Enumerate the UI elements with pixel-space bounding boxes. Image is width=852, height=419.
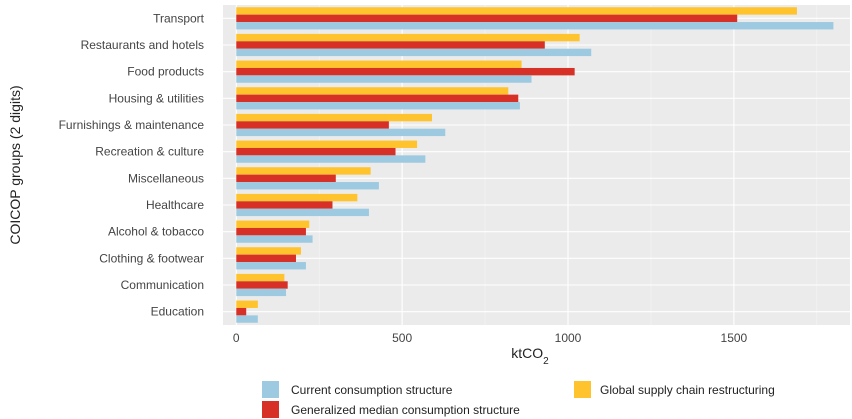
bar-median-healthcare	[236, 201, 333, 209]
bar-current-miscellaneous	[236, 182, 379, 190]
bar-global-education	[236, 300, 258, 308]
bar-current-food-products	[236, 75, 532, 83]
bar-median-recreation-and-culture	[236, 147, 396, 156]
bar-median-transport	[236, 14, 738, 23]
legend-swatch-global	[574, 381, 591, 398]
legend-swatch-median	[262, 401, 279, 418]
bar-median-communication	[236, 281, 288, 289]
y-tick-label-food-products: Food products	[127, 65, 204, 79]
x-tick-label: 1500	[721, 331, 748, 345]
legend-label-current: Current consumption structure	[291, 383, 453, 397]
legend-item-median: Generalized median consumption structure	[262, 401, 520, 418]
bar-median-miscellaneous	[236, 174, 336, 183]
y-tick-labels: Transport Restaurants and hotels Food prod…	[59, 11, 205, 318]
y-tick-label-clothing-and-footwear: Clothing & footwear	[99, 251, 204, 265]
bar-global-recreation-and-culture	[236, 140, 418, 148]
y-tick-label-restaurants-and-hotels: Restaurants and hotels	[81, 38, 204, 52]
bar-median-food-products	[236, 67, 575, 76]
bar-current-transport	[236, 22, 834, 30]
bar-current-furnishings-and-maintenance	[236, 128, 446, 137]
bar-median-restaurants-and-hotels	[236, 41, 545, 49]
bar-current-education	[236, 315, 258, 323]
x-axis-title-subscript: 2	[543, 356, 549, 367]
x-axis-title: ktCO2	[511, 345, 549, 367]
legend-swatch-current	[262, 381, 279, 398]
bar-current-clothing-and-footwear	[236, 262, 306, 270]
bar-global-clothing-and-footwear	[236, 247, 301, 255]
x-tick-label: 0	[233, 331, 240, 345]
y-tick-label-housing-and-utilities: Housing & utilities	[109, 91, 204, 105]
legend-item-global: Global supply chain restructuring	[574, 381, 775, 398]
bar-current-communication	[236, 288, 287, 297]
bar-median-housing-and-utilities	[236, 94, 519, 103]
bar-global-transport	[236, 7, 797, 15]
y-tick-label-communication: Communication	[121, 278, 204, 292]
bar-current-healthcare	[236, 208, 369, 217]
bar-current-housing-and-utilities	[236, 102, 520, 110]
bar-current-restaurants-and-hotels	[236, 48, 592, 57]
x-axis-title-main: ktCO	[511, 345, 543, 361]
y-tick-label-transport: Transport	[153, 11, 205, 25]
bar-median-alcohol-and-tobacco	[236, 227, 306, 236]
plot-panel	[223, 5, 850, 325]
y-tick-label-healthcare: Healthcare	[146, 198, 204, 212]
bar-global-healthcare	[236, 193, 358, 202]
bar-global-furnishings-and-maintenance	[236, 113, 432, 122]
legend-label-median: Generalized median consumption structure	[291, 403, 520, 417]
y-tick-label-miscellaneous: Miscellaneous	[128, 171, 204, 185]
x-tick-label: 1000	[555, 331, 582, 345]
legend-item-current: Current consumption structure	[262, 381, 453, 398]
bar-current-recreation-and-culture	[236, 155, 426, 163]
bars	[236, 7, 834, 323]
y-tick-label-education: Education	[151, 305, 204, 319]
y-tick-label-recreation-and-culture: Recreation & culture	[95, 145, 204, 159]
y-tick-label-alcohol-and-tobacco: Alcohol & tobacco	[108, 225, 204, 239]
bar-global-communication	[236, 273, 285, 282]
y-axis-title: COICOP groups (2 digits)	[7, 85, 23, 244]
bar-median-clothing-and-footwear	[236, 254, 296, 263]
bar-global-alcohol-and-tobacco	[236, 220, 310, 228]
bar-median-furnishings-and-maintenance	[236, 121, 389, 129]
x-tick-labels: 0 500 1000 1500	[233, 331, 748, 345]
bar-global-housing-and-utilities	[236, 87, 509, 95]
x-tick-label: 500	[392, 331, 412, 345]
bar-global-restaurants-and-hotels	[236, 33, 580, 42]
bar-median-education	[236, 307, 247, 316]
bar-current-alcohol-and-tobacco	[236, 235, 313, 243]
bar-global-food-products	[236, 60, 522, 68]
legend: Current consumption structure Generalize…	[262, 381, 775, 418]
y-tick-label-furnishings-and-maintenance: Furnishings & maintenance	[59, 118, 205, 132]
legend-label-global: Global supply chain restructuring	[600, 383, 775, 397]
bar-global-miscellaneous	[236, 167, 371, 175]
